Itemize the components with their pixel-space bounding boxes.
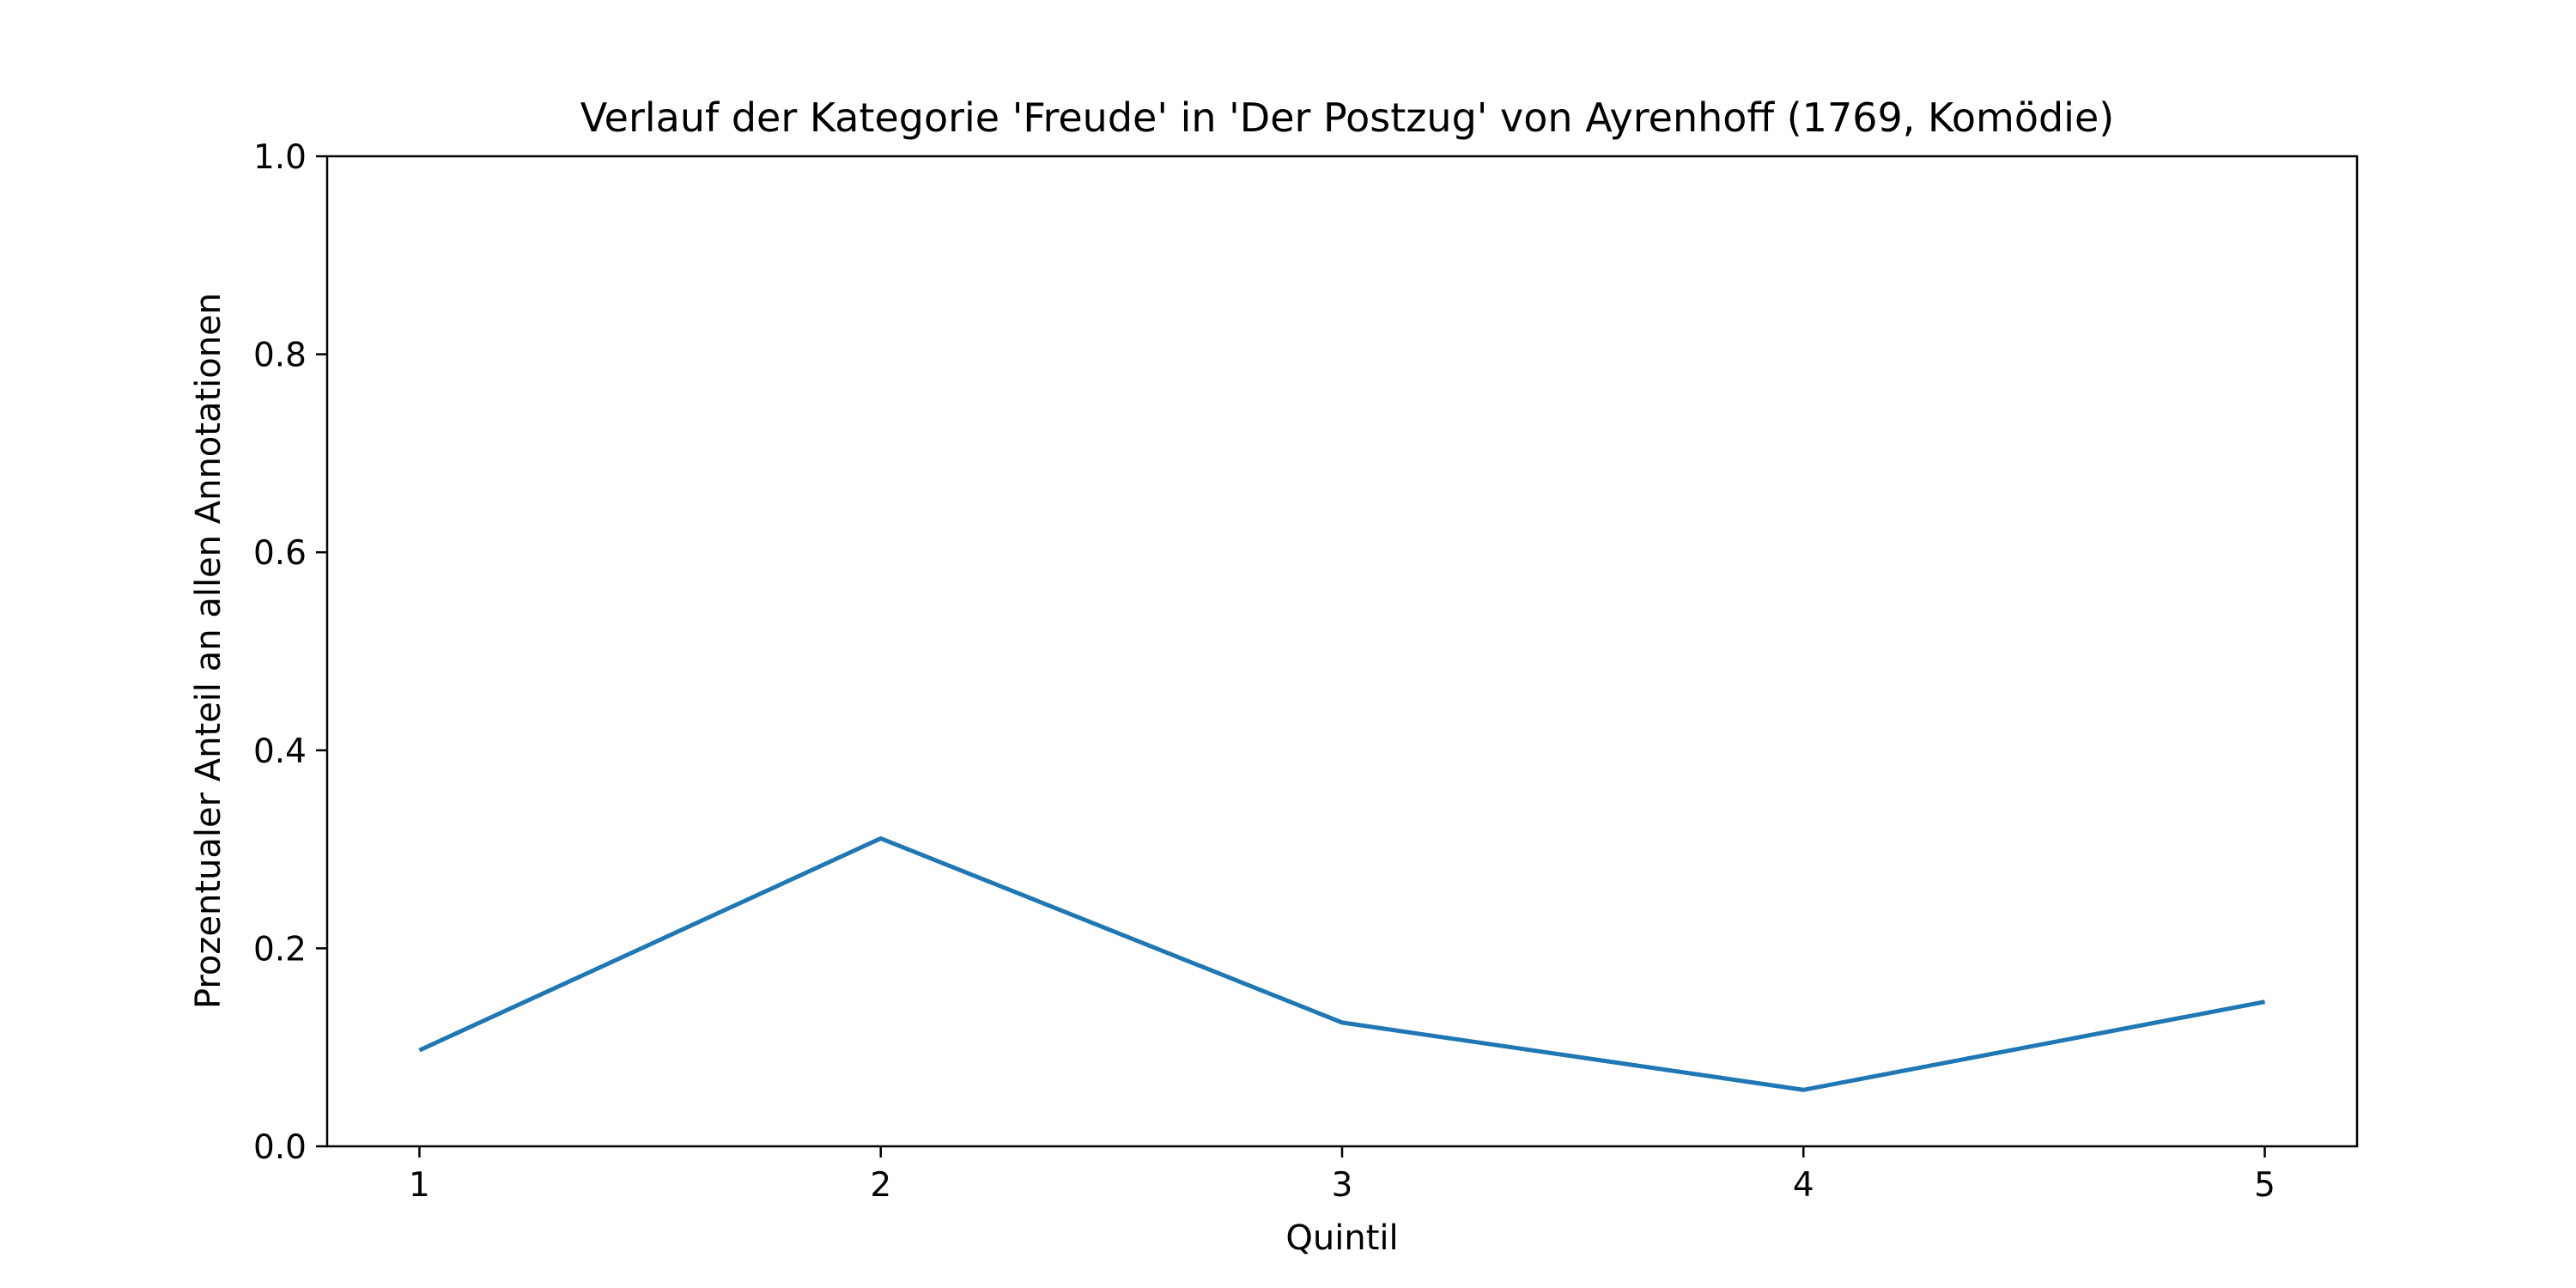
- x-axis: 1 2 3 4 5: [409, 1146, 2275, 1205]
- x-tick-label: 3: [1332, 1166, 1353, 1205]
- y-tick-label: 0.2: [253, 930, 307, 969]
- chart-title: Verlauf der Kategorie 'Freude' in 'Der P…: [580, 94, 2114, 141]
- y-tick-label: 0.0: [253, 1128, 307, 1167]
- y-tick-label: 1.0: [253, 138, 307, 177]
- x-tick-label: 1: [409, 1166, 430, 1205]
- series-layer: [418, 835, 2266, 1092]
- y-axis-label: Prozentualer Anteil an allen Annotatione…: [189, 293, 228, 1009]
- y-tick-label: 0.6: [253, 534, 307, 573]
- x-tick-label: 2: [870, 1166, 891, 1205]
- x-axis-label: Quintil: [1285, 1218, 1398, 1258]
- y-axis: 0.0 0.2 0.4 0.6 0.8 1.0: [253, 138, 327, 1167]
- y-tick-label: 0.8: [253, 337, 307, 375]
- plot-frame: [325, 155, 2359, 1148]
- x-tick-label: 5: [2254, 1166, 2275, 1205]
- x-tick-label: 4: [1793, 1166, 1814, 1205]
- y-tick-label: 0.4: [253, 732, 307, 771]
- series-line: [418, 835, 2266, 1092]
